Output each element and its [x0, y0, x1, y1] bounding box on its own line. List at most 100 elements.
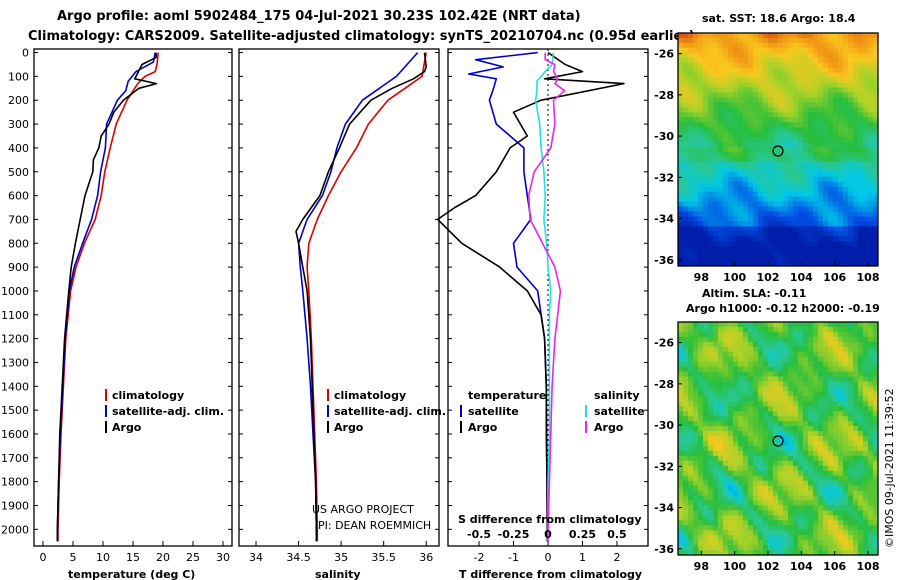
map-cell [823, 92, 829, 98]
map-cell [798, 236, 804, 242]
map-cell [748, 371, 754, 377]
map-cell [693, 331, 699, 338]
map-cell [723, 455, 729, 462]
map-cell [838, 161, 844, 168]
map-cell [873, 112, 879, 118]
map-cell [728, 505, 734, 511]
map-cell [828, 42, 834, 49]
map-cell [818, 351, 824, 358]
map-cell [688, 52, 694, 59]
map-cell [753, 470, 759, 477]
map-cell [733, 206, 739, 212]
map-cell [838, 460, 844, 467]
map-cell [738, 381, 744, 387]
map-cell [708, 331, 714, 338]
map-cell [698, 87, 704, 93]
map-cell [783, 62, 789, 69]
map-cell [693, 117, 699, 123]
map-cell [768, 545, 774, 551]
map-cell [833, 391, 839, 397]
map-cell [718, 231, 724, 237]
map-cell [718, 490, 724, 496]
map-cell [868, 540, 874, 546]
map-cell [788, 236, 794, 242]
map-cell [718, 107, 724, 113]
map-cell [843, 391, 849, 397]
map-cell [828, 156, 834, 163]
map-cell [843, 341, 849, 348]
map-cell [758, 226, 764, 232]
map-cell [718, 485, 724, 491]
map-cell [873, 550, 879, 556]
map-cell [863, 470, 869, 477]
map-cell [728, 127, 734, 133]
map-cell [828, 251, 834, 257]
map-cell [778, 540, 784, 546]
map-cell [853, 241, 859, 247]
map-cell [833, 530, 839, 536]
map-cell [828, 361, 834, 368]
map-cell [853, 261, 859, 267]
map-cell [693, 475, 699, 482]
map-cell [823, 137, 829, 143]
map-cell [793, 127, 799, 133]
map-cell [773, 545, 779, 551]
map-cell [743, 241, 749, 247]
map-cell [783, 161, 789, 168]
map-cell [788, 261, 794, 267]
map-cell [743, 112, 749, 118]
map-cell [773, 445, 779, 452]
map-cell [708, 166, 714, 173]
map-cell [788, 37, 794, 44]
map-cell [813, 421, 819, 427]
map-cell [753, 371, 759, 377]
map-cell [868, 171, 874, 178]
map-cell [728, 57, 734, 64]
map-cell [798, 166, 804, 173]
sst-map-panel: sat. SST: 18.6 Argo: 18.4 98 100 102 104 106… [654, 12, 879, 284]
map-cell [838, 62, 844, 69]
map-cell [693, 500, 699, 506]
map-cell [678, 322, 684, 328]
map-cell [858, 33, 864, 39]
map-cell [743, 411, 749, 417]
map-cell [758, 455, 764, 462]
map-cell [693, 112, 699, 118]
map-cell [778, 386, 784, 392]
map-cell [823, 450, 829, 457]
map-cell [848, 331, 854, 338]
map-cell [733, 475, 739, 482]
map-cell [858, 161, 864, 168]
map-cell [798, 211, 804, 217]
map-cell [748, 52, 754, 59]
map-cell [678, 186, 684, 193]
map-cell [678, 326, 684, 333]
map-cell [788, 376, 794, 382]
map-cell [778, 391, 784, 397]
map-cell [738, 530, 744, 536]
map-cell [843, 515, 849, 521]
map-cell [713, 550, 719, 556]
map-cell [688, 127, 694, 133]
map-cell [723, 246, 729, 252]
map-cell [833, 241, 839, 247]
map-cell [728, 161, 734, 168]
map-cell [778, 411, 784, 417]
map-cell [753, 147, 759, 153]
map-cell [793, 530, 799, 536]
map-cell [783, 475, 789, 482]
map-cell [768, 246, 774, 252]
map-cell [703, 181, 709, 188]
x-tick-label: 35.5 [371, 551, 396, 564]
map-cell [703, 211, 709, 217]
map-cell [733, 545, 739, 551]
map-cell [803, 236, 809, 242]
map-cell [723, 431, 729, 437]
map-cell [838, 171, 844, 178]
map-cell [788, 460, 794, 467]
map-cell [843, 480, 849, 486]
map-cell [793, 77, 799, 83]
map-cell [678, 500, 684, 506]
map-cell [763, 47, 769, 54]
map-cell [718, 520, 724, 526]
